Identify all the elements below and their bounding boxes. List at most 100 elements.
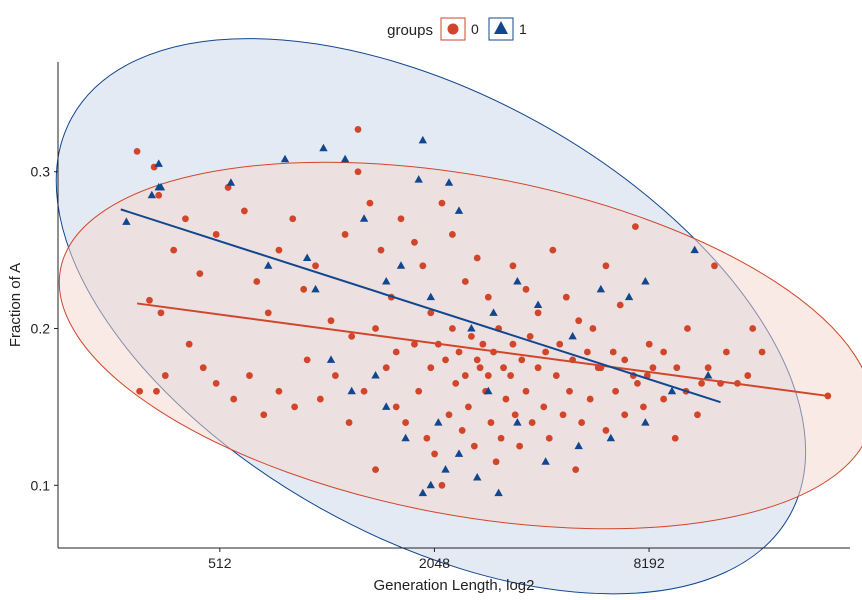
point-group-0 xyxy=(275,246,283,254)
point-group-1 xyxy=(467,324,476,332)
point-group-0 xyxy=(500,364,507,372)
point-group-1 xyxy=(382,402,391,410)
point-group-0 xyxy=(260,411,268,419)
point-group-0 xyxy=(289,215,297,223)
point-group-0 xyxy=(461,278,469,285)
point-group-0 xyxy=(572,466,580,474)
point-group-0 xyxy=(528,419,536,426)
point-group-0 xyxy=(327,317,335,325)
point-group-0 xyxy=(673,364,681,372)
point-group-0 xyxy=(291,403,299,411)
point-group-1 xyxy=(418,488,428,497)
point-group-0 xyxy=(540,403,548,411)
point-group-0 xyxy=(487,419,495,426)
point-group-0 xyxy=(275,387,283,395)
point-group-1 xyxy=(596,284,606,293)
point-group-0 xyxy=(415,387,423,395)
point-group-0 xyxy=(552,372,560,379)
legend: groups 0 1 xyxy=(387,17,527,41)
point-group-1 xyxy=(489,308,498,316)
point-group-0 xyxy=(749,325,757,332)
point-group-0 xyxy=(438,481,446,489)
point-group-0 xyxy=(146,296,153,304)
point-group-0 xyxy=(240,207,248,215)
point-group-0 xyxy=(354,168,362,176)
point-group-1 xyxy=(690,245,699,254)
point-group-0 xyxy=(316,395,324,403)
point-group-0 xyxy=(442,356,449,364)
point-group-1 xyxy=(302,253,312,261)
legend-triangle-icon xyxy=(494,21,508,34)
y-tick-label: 0.2 xyxy=(31,321,51,337)
point-group-0 xyxy=(438,199,446,207)
point-group-0 xyxy=(609,348,617,356)
point-group-0 xyxy=(522,387,530,395)
point-group-0 xyxy=(331,372,339,379)
regression-lines xyxy=(120,208,828,404)
point-group-1 xyxy=(533,300,543,308)
point-group-0 xyxy=(392,403,400,411)
point-group-0 xyxy=(419,262,427,270)
point-group-1 xyxy=(484,386,493,395)
point-group-0 xyxy=(224,184,232,191)
point-group-0 xyxy=(694,411,701,419)
point-group-0 xyxy=(382,364,390,372)
point-group-0 xyxy=(640,403,647,411)
x-tick-label: 2048 xyxy=(419,555,450,571)
x-tick-label: 512 xyxy=(208,555,232,571)
legend-label-group-1: 1 xyxy=(519,21,527,37)
regression-line-group-0 xyxy=(136,302,828,397)
point-group-0 xyxy=(479,340,487,348)
point-group-1 xyxy=(426,480,435,489)
point-group-0 xyxy=(511,411,519,419)
point-group-0 xyxy=(467,332,475,340)
point-group-0 xyxy=(196,270,204,278)
point-group-0 xyxy=(185,340,193,348)
point-group-1 xyxy=(541,457,550,465)
point-group-0 xyxy=(473,356,481,364)
point-group-0 xyxy=(458,427,466,434)
point-group-0 xyxy=(631,223,639,231)
point-group-0 xyxy=(660,348,668,356)
point-group-0 xyxy=(660,395,668,403)
point-group-0 xyxy=(684,325,691,332)
x-tick-label: 8192 xyxy=(633,555,664,571)
point-group-1 xyxy=(473,472,482,481)
point-group-1 xyxy=(382,276,391,285)
point-group-0 xyxy=(671,434,679,442)
point-group-1 xyxy=(624,292,634,301)
axes xyxy=(57,62,850,549)
point-group-0 xyxy=(411,340,418,348)
y-tick-label: 0.3 xyxy=(31,164,51,180)
point-group-0 xyxy=(133,147,141,155)
point-group-1 xyxy=(396,261,406,269)
point-group-0 xyxy=(497,434,505,442)
point-group-1 xyxy=(311,284,320,293)
point-group-0 xyxy=(212,379,220,387)
point-group-0 xyxy=(534,364,542,372)
point-group-0 xyxy=(516,442,523,450)
point-group-1 xyxy=(434,418,443,426)
point-group-1 xyxy=(454,206,464,214)
point-group-1 xyxy=(513,418,522,426)
point-group-0 xyxy=(157,309,165,317)
point-group-1 xyxy=(574,441,583,450)
point-group-0 xyxy=(136,387,144,395)
point-group-0 xyxy=(502,395,510,403)
confidence-ellipse-group-0 xyxy=(58,161,862,530)
point-group-0 xyxy=(411,238,418,246)
point-group-0 xyxy=(423,434,431,442)
point-group-1 xyxy=(441,465,450,473)
point-group-1 xyxy=(667,386,677,395)
point-group-1 xyxy=(156,182,166,191)
point-group-0 xyxy=(427,309,435,317)
point-group-0 xyxy=(575,317,583,325)
y-ticks: 0.1 0.2 0.3 xyxy=(31,164,58,493)
point-group-0 xyxy=(542,348,550,356)
point-group-0 xyxy=(621,356,629,364)
point-group-0 xyxy=(534,309,542,317)
point-group-1 xyxy=(494,488,503,497)
point-group-1 xyxy=(414,175,423,183)
legend-label-group-0: 0 xyxy=(471,21,479,37)
point-group-0 xyxy=(170,246,178,254)
